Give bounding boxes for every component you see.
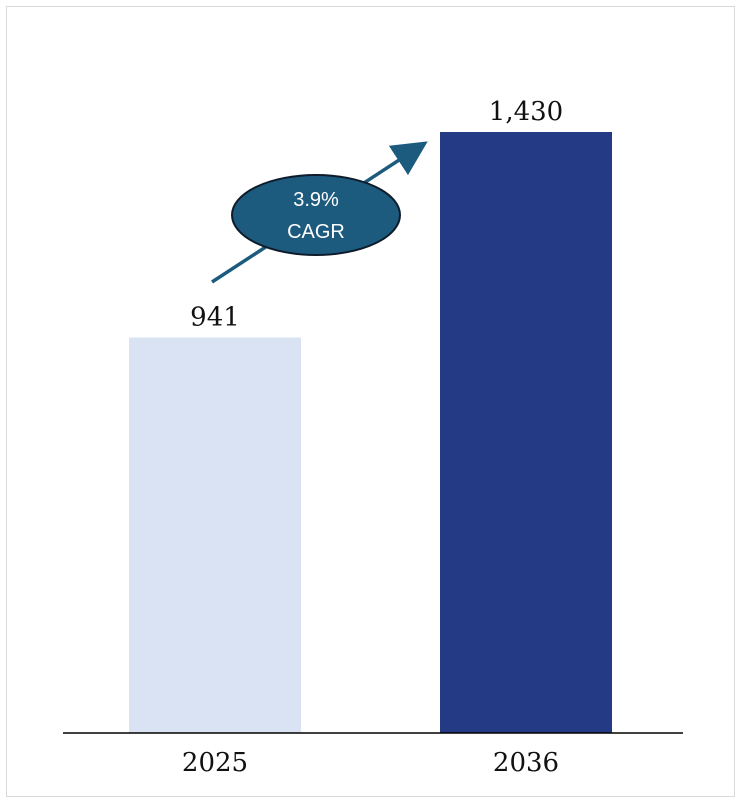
bar-2025 [129,337,301,733]
cagr-rate-label: 3.9% [293,189,339,211]
bars-layer [129,132,612,733]
chart-frame [6,6,735,797]
cagr-bubble [231,174,401,256]
value-labels-layer: 941 1,430 [190,97,563,333]
cagr-label: CAGR [287,221,345,243]
x-tick-label-2025: 2025 [182,748,248,778]
value-label-2036: 1,430 [489,97,563,127]
x-tick-label-2036: 2036 [493,748,559,778]
value-label-2025: 941 [190,303,240,333]
cagr-annotation: 3.9% CAGR [211,141,428,284]
x-tick-labels: 2025 2036 [182,748,559,778]
bar-2036 [440,132,612,733]
